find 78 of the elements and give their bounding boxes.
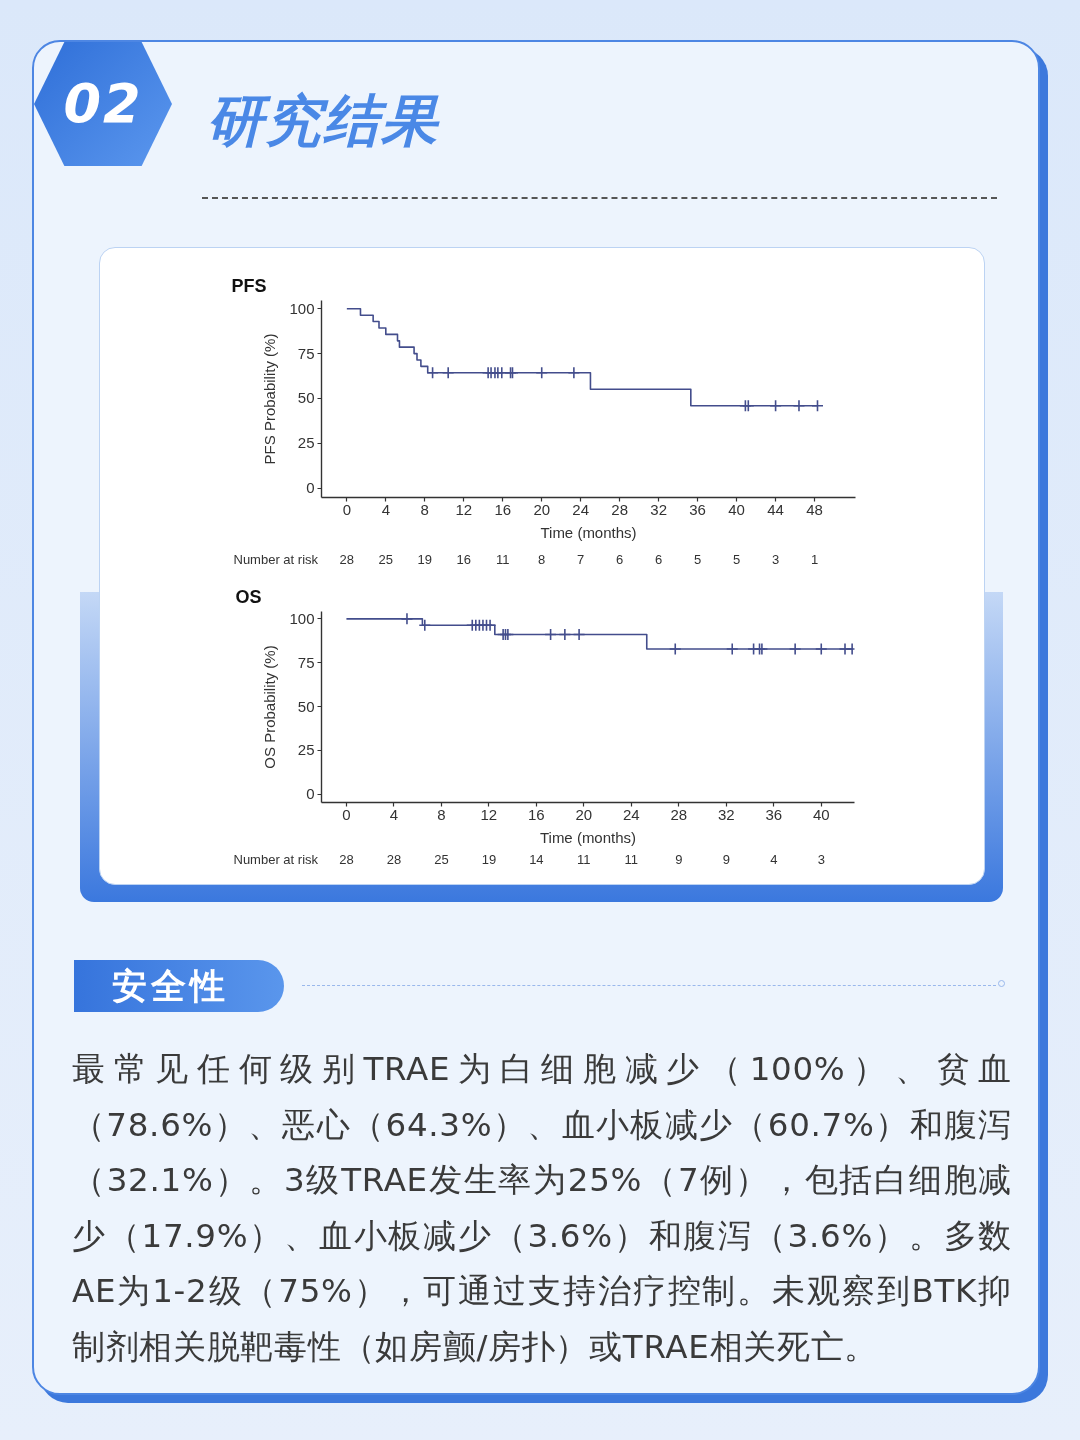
point — [668, 642, 682, 656]
y-tick-label: 0 — [306, 785, 315, 803]
data-label: 14 — [529, 852, 544, 867]
data-label: 11 — [577, 852, 591, 867]
text: 最常见任何级别TRAE为白细胞减少（100%）、贫血（78.6%）、恶心（64.3%）、血小板减少（60.7%）和腹泻（32.1%）。3级TRAE发生率为25%（7例），包括白细胞减少（17.9%）、血小板减少（3.6%）和腹泻（3.6%）。多数AE为1-2级（75%），可通过支持治疗控制。未观察到BTK抑制剂相关脱靶毒性（如房颤/房扑）或TRAE相关死亡。 — [72, 1049, 1012, 1368]
x-tick-label: 12 — [480, 805, 498, 823]
x-axis-title: Time (months) — [539, 828, 637, 846]
text: 安全性 — [112, 965, 229, 1008]
data-label: 28 — [339, 552, 355, 567]
x-tick-label: 24 — [622, 805, 640, 823]
data-label: 3 — [771, 552, 780, 567]
y-tick-label: 0 — [306, 479, 315, 497]
x-axis-title: Time (months) — [540, 523, 637, 541]
x-tick-label: 4 — [389, 805, 399, 823]
data-label: 7 — [577, 552, 585, 567]
x-tick-label: 24 — [572, 500, 590, 518]
x-tick-label: 48 — [806, 500, 823, 518]
x-tick-label: 8 — [420, 500, 429, 518]
data-label: 9 — [675, 852, 683, 867]
data-label: 4 — [770, 852, 778, 867]
y-tick-label: 25 — [297, 741, 315, 759]
text: Number at risk — [233, 552, 319, 567]
x-tick-label: 36 — [765, 805, 783, 823]
data-label: 16 — [456, 552, 472, 567]
chart-title: OS — [235, 586, 262, 607]
x-tick-label: 32 — [717, 805, 735, 823]
text: Number at risk — [233, 852, 319, 867]
data-label: 11 — [624, 852, 639, 867]
x-tick-label: 8 — [437, 805, 446, 823]
x-tick-label: 4 — [381, 500, 390, 518]
y-tick-label: 75 — [297, 344, 315, 362]
y-tick-label: 100 — [289, 609, 315, 627]
data-label: 28 — [339, 852, 354, 867]
point — [544, 628, 557, 641]
data-label: 25 — [434, 852, 449, 867]
data-label: 5 — [694, 552, 702, 567]
y-tick-label: 50 — [297, 697, 315, 715]
point — [572, 628, 586, 641]
y-tick-label: 25 — [297, 434, 315, 452]
point — [788, 642, 802, 656]
data-label: 19 — [417, 552, 433, 567]
data-label: 25 — [378, 552, 394, 567]
x-tick-label: 16 — [494, 500, 512, 518]
x-tick-label: 12 — [455, 500, 473, 518]
chart-title: PFS — [231, 275, 267, 296]
point — [725, 642, 739, 656]
x-tick-label: 20 — [575, 805, 593, 823]
data-label: 11 — [496, 552, 510, 567]
point — [558, 628, 572, 641]
x-tick-label: 44 — [767, 500, 784, 518]
x-tick-label: 40 — [812, 805, 830, 823]
data-label: 5 — [733, 552, 741, 567]
point — [400, 612, 414, 626]
x-tick-label: 28 — [670, 805, 688, 823]
x-tick-label: 28 — [611, 500, 629, 518]
data-label: 28 — [386, 852, 402, 867]
point — [418, 618, 432, 632]
data-label: 6 — [616, 552, 624, 567]
y-axis-title: PFS Probability (%) — [261, 333, 279, 465]
data-label: 1 — [810, 552, 819, 567]
point — [814, 642, 828, 656]
x-tick-label: 0 — [342, 500, 352, 518]
text: 研究结果 — [207, 87, 439, 155]
x-tick-label: 0 — [342, 805, 351, 823]
y-tick-label: 50 — [297, 389, 315, 407]
x-tick-label: 32 — [650, 500, 668, 518]
data-label: 8 — [538, 552, 546, 567]
data-label: 3 — [817, 852, 825, 867]
x-tick-label: 16 — [528, 805, 545, 823]
y-axis-title: OS Probability (%) — [261, 645, 279, 769]
x-tick-label: 40 — [728, 500, 745, 518]
y-tick-label: 75 — [297, 653, 315, 671]
y-tick-label: 100 — [289, 299, 315, 317]
x-tick-label: 36 — [689, 500, 706, 518]
data-label: 6 — [655, 552, 663, 567]
data-label: 19 — [481, 852, 497, 867]
data-label: 9 — [722, 852, 730, 867]
x-tick-label: 20 — [533, 500, 551, 518]
